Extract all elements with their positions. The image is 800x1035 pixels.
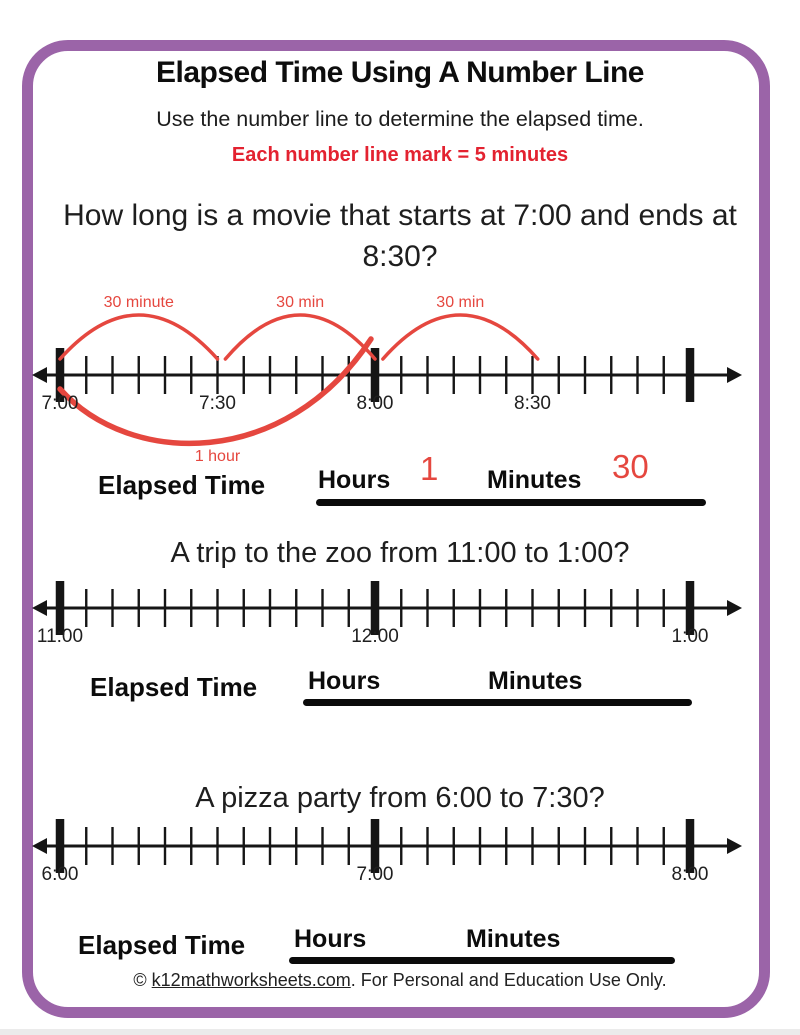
footer: © k12mathworksheets.com. For Personal an…: [30, 970, 770, 991]
elapsed-time-label-1: Elapsed Time: [98, 470, 266, 500]
minutes-answer-1: 30: [612, 448, 649, 485]
footer-suffix: . For Personal and Education Use Only.: [350, 970, 667, 990]
tick-label: 12:00: [351, 626, 399, 647]
page-title: Elapsed Time Using A Number Line: [156, 56, 645, 89]
footer-link[interactable]: k12mathworksheets.com: [151, 970, 351, 990]
question-2: A trip to the zoo from 11:00 to 1:00?: [170, 537, 630, 569]
arc-label-below: 1 hour: [195, 448, 241, 465]
number-line-1: 30 minute 30 min 30 min 1 hour 7:00 7:30 8:00 8…: [32, 294, 742, 465]
right-arrow-icon: [727, 367, 742, 383]
instruction-note: Each number line mark = 5 minutes: [231, 144, 569, 166]
question-3: A pizza party from 6:00 to 7:30?: [195, 782, 605, 814]
hours-answer-1: 1: [420, 450, 439, 487]
elapsed-time-label-3: Elapsed Time: [78, 930, 246, 960]
tick-label: 8:00: [357, 393, 394, 414]
elapsed-arc-above: [223, 313, 377, 361]
elapsed-arc-below: [57, 336, 374, 447]
tick-label: 7:00: [357, 864, 394, 885]
arc-label: 30 min: [436, 294, 484, 311]
subtitle: Use the number line to determine the ela…: [156, 107, 644, 131]
tick-label: 7:00: [42, 393, 79, 414]
right-arrow-icon: [727, 838, 742, 854]
left-arrow-icon: [32, 838, 47, 854]
elapsed-arc-above: [58, 313, 220, 361]
tick-label: 8:00: [672, 864, 709, 885]
number-line-3: 6:00 7:00 8:00: [32, 819, 742, 885]
bottom-page-edge: [0, 1029, 800, 1035]
arc-label: 30 minute: [104, 294, 174, 311]
worksheet-border: [22, 40, 770, 1018]
right-arrow-icon: [727, 600, 742, 616]
tick-label: 1:00: [672, 626, 709, 647]
answer-underline-3: [289, 957, 675, 964]
number-line-2: 11:00 12:00 1:00: [32, 581, 742, 647]
tick-label: 8:30: [514, 393, 551, 414]
minutes-label-1: Minutes: [487, 466, 582, 494]
answer-underline-1: [316, 499, 706, 506]
copyright-text: ©: [133, 970, 152, 990]
arc-label: 30 min: [276, 294, 324, 311]
left-arrow-icon: [32, 600, 47, 616]
minutes-label-3: Minutes: [466, 925, 561, 953]
tick-label: 11:00: [37, 626, 83, 647]
tick-label: 6:00: [42, 864, 79, 885]
hours-label-2: Hours: [308, 667, 381, 695]
question-1: How long is a movie that starts at 7:00 …: [63, 199, 737, 273]
tick-label: 7:30: [199, 393, 236, 414]
hours-label-3: Hours: [294, 925, 367, 953]
hours-label-1: Hours: [318, 466, 391, 494]
left-arrow-icon: [32, 367, 47, 383]
minutes-label-2: Minutes: [488, 667, 583, 695]
elapsed-time-label-2: Elapsed Time: [90, 672, 258, 702]
elapsed-arc-above: [381, 313, 540, 361]
answer-underline-2: [303, 699, 692, 706]
